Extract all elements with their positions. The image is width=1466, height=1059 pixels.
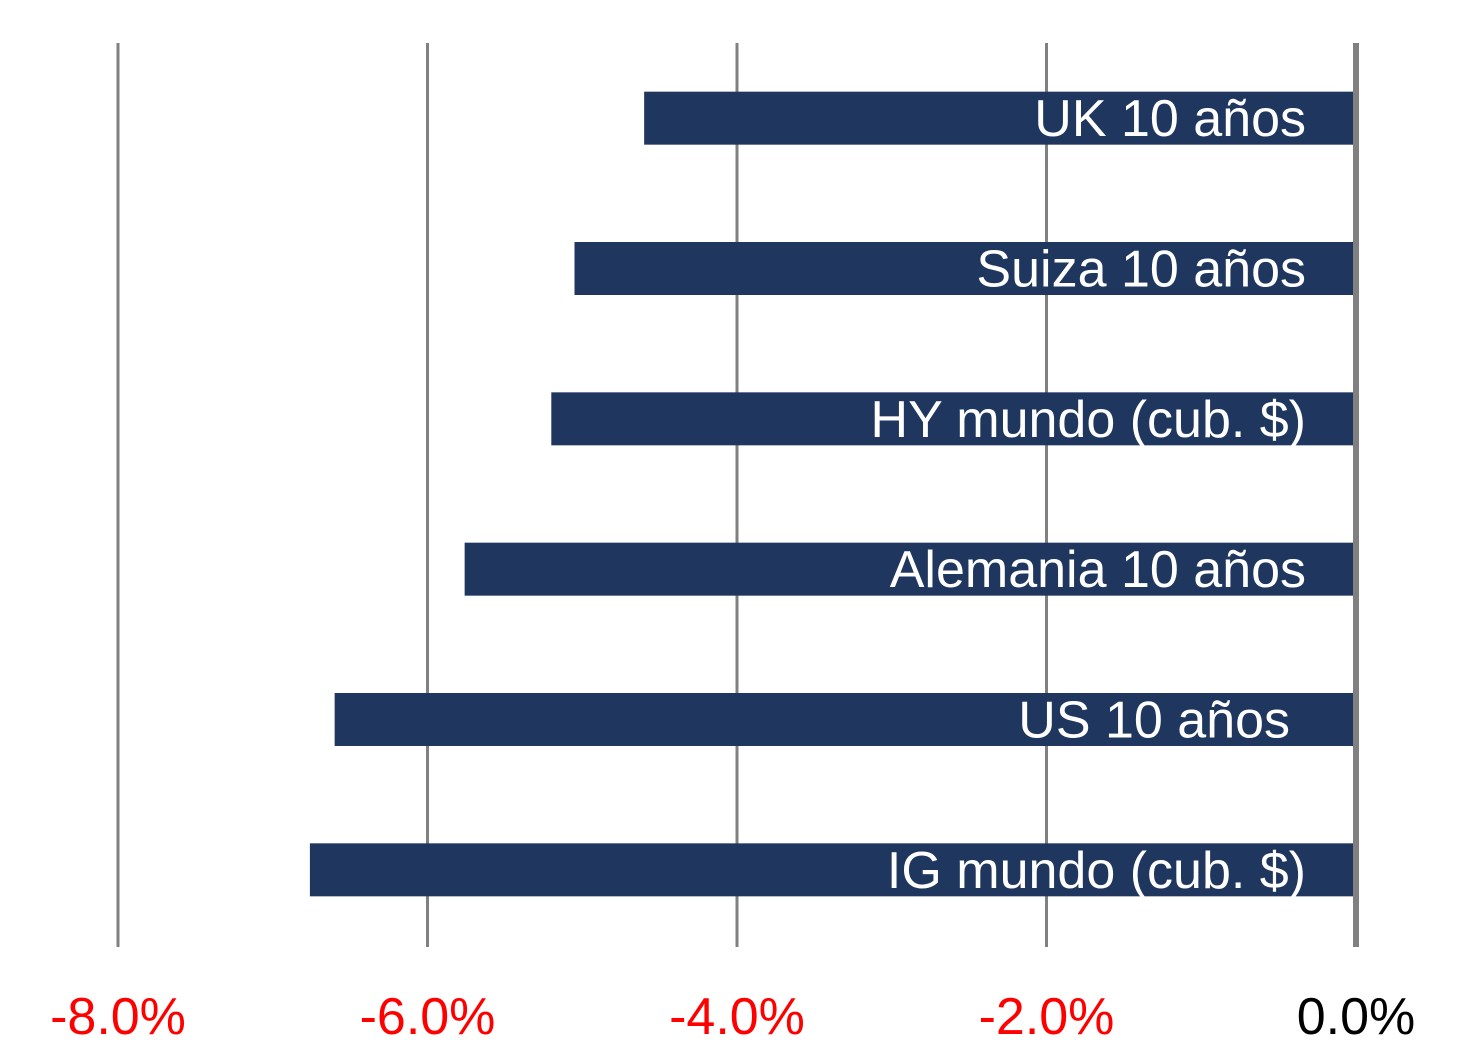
- bar: [574, 242, 1353, 295]
- bar-label: Alemania 10 años: [890, 541, 1306, 599]
- x-tick-label: -8.0%: [50, 988, 186, 1046]
- bar: [334, 693, 1353, 746]
- x-axis-tick-labels: -8.0% -6.0% -4.0% -2.0% 0.0%: [50, 988, 1415, 1046]
- bar: [551, 392, 1353, 446]
- bar: [464, 542, 1353, 596]
- bar-label: IG mundo (cub. $): [887, 842, 1306, 900]
- x-tick-label: -6.0%: [360, 988, 496, 1046]
- gridlines: [116, 43, 1359, 947]
- bar-label: Suiza 10 años: [976, 241, 1306, 299]
- bar: [309, 843, 1353, 897]
- bar-label: US 10 años: [1018, 692, 1290, 750]
- bar-labels: UK 10 años Suiza 10 años HY mundo (cub. $)…: [871, 90, 1306, 900]
- x-tick-label: 0.0%: [1297, 988, 1416, 1046]
- bars: [309, 91, 1353, 897]
- x-tick-label: -2.0%: [979, 988, 1115, 1046]
- bar: [644, 91, 1353, 145]
- bar-label: UK 10 años: [1034, 90, 1306, 148]
- bar-label: HY mundo (cub. $): [871, 391, 1306, 449]
- x-tick-label: -4.0%: [669, 988, 805, 1046]
